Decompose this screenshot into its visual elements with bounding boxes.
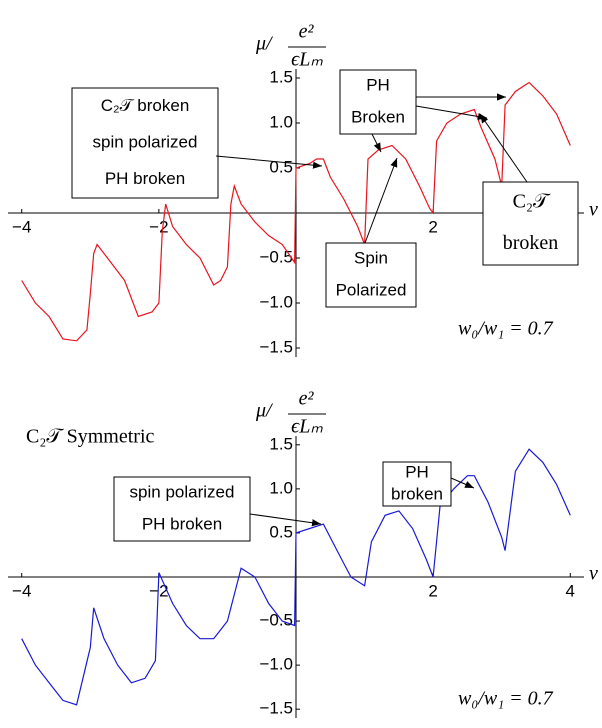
y-axis-label: μ/ [255,400,274,422]
y-tick-label: −1.0 [259,292,293,311]
x-axis-label: ν [589,199,598,221]
x-tick-label: −2 [149,581,168,600]
y-tick-label: 1.5 [269,67,293,86]
annotation-text: C₂𝒯 [513,190,551,212]
y-tick-label: −1.5 [259,337,293,356]
x-tick-label: −2 [149,217,168,236]
y-axis-label-denominator: ϵLₘ [291,416,323,438]
data-line [21,81,571,342]
y-tick-label: 1.0 [269,112,293,131]
annotation-arrow [249,513,322,527]
annotation-box [382,461,452,507]
annotation-arrow [479,113,528,183]
y-tick-label: −1.5 [259,699,293,718]
y-tick-label: −0.5 [259,247,293,266]
y-tick-label: 1.5 [269,434,293,453]
annotation-text: spin polarized [93,132,198,151]
x-tick-label: −4 [12,581,31,600]
y-axis-label-numerator: e² [299,388,315,410]
annotation-box [339,69,417,135]
annotation-text: PH broken [142,514,222,533]
y-axis-label: μ/ [255,33,274,55]
annotation-arrow [215,155,323,169]
annotation-text: C₂𝒯 broken [101,96,190,115]
y-tick-label: −1.0 [259,655,293,674]
y-axis-label-denominator: ϵLₘ [291,49,323,71]
x-tick-label: −4 [12,217,31,236]
annotation-text: broken [503,232,559,254]
parameter-label: w₀/w₁ = 0.7 [458,318,554,340]
y-axis-label-numerator: e² [299,21,315,43]
data-line [21,448,571,706]
y-tick-label: 0.5 [269,522,293,541]
annotation-text: PH [366,75,390,94]
annotation-arrow [450,477,475,489]
annotation-arrow [415,105,488,121]
x-tick-label: 2 [428,217,437,236]
y-tick-label: 1.0 [269,478,293,497]
annotation-text: broken [391,484,443,503]
annotation-text: Spin [354,248,388,267]
x-tick-label: 4 [566,581,575,600]
annotation-text: PH [405,462,429,481]
annotation-text: Polarized [336,280,407,299]
annotation-text: PH broken [105,169,185,188]
annotation-text: spin polarized [130,482,235,501]
y-tick-label: −0.5 [259,611,293,630]
x-tick-label: 2 [428,581,437,600]
y-tick-label: 0.5 [269,157,293,176]
x-axis-label: ν [589,563,598,585]
annotation-box [71,87,219,199]
annotation-text: Broken [351,107,405,126]
panel-title: C₂𝒯 Symmetric [26,426,155,448]
annotation-arrow [364,157,398,244]
parameter-label: w₀/w₁ = 0.7 [458,688,554,710]
annotation-box [482,181,579,266]
annotation-arrow [371,133,382,153]
annotation-box [325,242,417,308]
annotation-box [113,476,251,542]
